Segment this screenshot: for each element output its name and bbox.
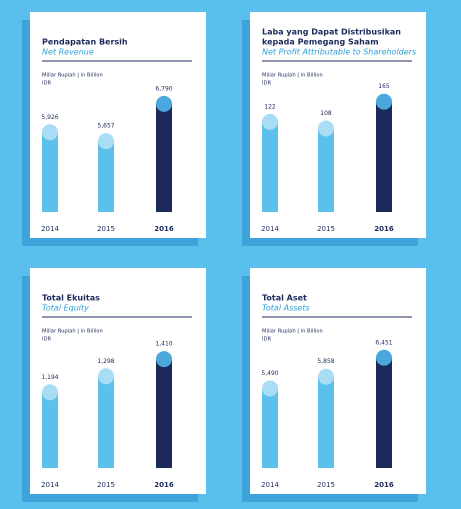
bar [318, 376, 334, 468]
bar-cap [156, 95, 172, 112]
card [250, 12, 426, 238]
x-tick-label: 2015 [317, 225, 335, 233]
chart-title: Laba yang Dapat Distribusikan [262, 28, 401, 37]
bar [98, 376, 114, 468]
bar [156, 103, 172, 212]
chart-subtitle: Net Revenue [42, 48, 94, 57]
bar-cap [262, 380, 278, 397]
value-label: 5,657 [97, 123, 114, 130]
x-tick-label: 2015 [317, 481, 335, 489]
x-tick-label: 2015 [97, 225, 115, 233]
value-label: 1,194 [41, 374, 58, 381]
value-label: 6,451 [375, 339, 392, 346]
value-label: 108 [320, 110, 332, 117]
bar-cap [376, 349, 392, 366]
value-label: 165 [378, 83, 390, 90]
card [250, 268, 426, 494]
chart-title: Total Ekuitas [42, 294, 100, 303]
bar [262, 121, 278, 212]
chart-title: Pendapatan Bersih [42, 38, 128, 47]
bar [98, 141, 114, 212]
x-tick-label: 2015 [97, 481, 115, 489]
value-label: 1,410 [155, 341, 172, 348]
bar-cap [98, 368, 114, 385]
bar [376, 101, 392, 212]
x-tick-label: 2014 [41, 225, 59, 233]
value-label: 5,858 [317, 358, 334, 365]
x-tick-label: 2014 [261, 225, 279, 233]
card [30, 268, 206, 494]
bar-cap [42, 124, 58, 141]
bar-cap [318, 368, 334, 385]
bar [376, 357, 392, 468]
bar-cap [318, 120, 334, 137]
x-tick-label: 2016 [154, 225, 174, 233]
unit-label: Miliar Rupiah | in Billion [42, 329, 103, 335]
bar [262, 388, 278, 468]
bar [156, 359, 172, 468]
x-tick-label: 2016 [374, 481, 394, 489]
card [30, 12, 206, 238]
value-label: 122 [264, 103, 276, 110]
chart-subtitle: Net Profit Attributable to Shareholders [262, 48, 416, 57]
chart-subtitle: Total Equity [42, 304, 89, 313]
x-tick-label: 2014 [261, 481, 279, 489]
bar [42, 132, 58, 212]
bar [42, 392, 58, 468]
bar-cap [262, 113, 278, 130]
value-label: 5,926 [41, 114, 58, 121]
chart-title: Total Aset [262, 294, 307, 303]
x-tick-label: 2014 [41, 481, 59, 489]
value-label: 6,790 [155, 85, 172, 92]
chart-subtitle: Total Assets [262, 304, 310, 313]
chart-title: kepada Pemegang Saham [262, 38, 379, 47]
unit-label: IDR [42, 337, 52, 343]
x-tick-label: 2016 [374, 225, 394, 233]
unit-label: Miliar Rupiah | in Billion [262, 329, 323, 335]
bar-cap [156, 351, 172, 368]
x-tick-label: 2016 [154, 481, 174, 489]
bar-cap [98, 133, 114, 150]
unit-label: Miliar Rupiah | in Billion [262, 73, 323, 79]
bar-cap [42, 384, 58, 401]
unit-label: Miliar Rupiah | in Billion [42, 73, 103, 79]
unit-label: IDR [262, 81, 272, 87]
unit-label: IDR [262, 337, 272, 343]
unit-label: IDR [42, 81, 52, 87]
bar [318, 128, 334, 212]
value-label: 5,490 [261, 370, 278, 377]
value-label: 1,298 [97, 358, 114, 365]
bar-cap [376, 93, 392, 110]
